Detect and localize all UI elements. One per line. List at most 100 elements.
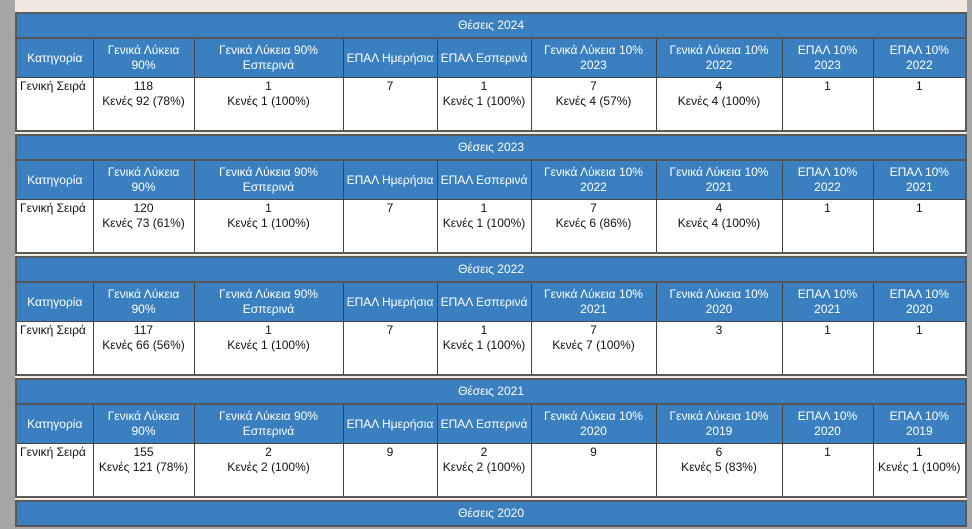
value-cell: 7 Κενές 4 (57%): [530, 77, 657, 132]
vacancies-text: Κενές 2 (100%): [227, 460, 310, 474]
positions-count: 9: [590, 445, 597, 459]
table-title: Θέσεις 2023: [15, 134, 967, 161]
value-cell: 2 Κενές 2 (100%): [436, 443, 532, 498]
vacancies-text: Κενές 1 (100%): [227, 216, 310, 230]
value-cell: 117 Κενές 66 (56%): [92, 321, 195, 376]
positions-table-4: Θέσεις 2020: [15, 500, 968, 527]
positions-count: 6: [715, 445, 723, 459]
vacancies-text: Κενές 1 (100%): [442, 338, 526, 352]
column-header: ΕΠΑΛ 10% 2019: [872, 403, 967, 444]
value-cell: 1: [872, 199, 967, 254]
column-header: ΕΠΑΛ 10% 2021: [872, 159, 967, 200]
column-header: ΕΠΑΛ Εσπερινά: [436, 37, 532, 78]
value-cell: 1 Κενές 1 (100%): [436, 321, 532, 376]
vacancies-text: Κενές 1 (100%): [442, 94, 526, 108]
value-cell: 1 Κενές 1 (100%): [436, 199, 532, 254]
value-cell: 7 Κενές 7 (100%): [530, 321, 657, 376]
table-title: Θέσεις 2021: [15, 378, 967, 405]
value-cell: 1: [781, 199, 874, 254]
table-row: Γενική Σειρά 118 Κενές 92 (78%) 1 Κενές 1 (1…: [15, 77, 967, 132]
column-header: Κατηγορία: [15, 37, 94, 78]
column-header: ΕΠΑΛ Ημερήσια: [342, 403, 438, 444]
positions-count: 1: [480, 79, 488, 93]
vacancies-text: Κενές 121 (78%): [98, 460, 189, 474]
column-header: Γενικά Λύκεια 10% 2020: [530, 403, 657, 444]
column-header: Γενικά Λύκεια 10% 2020: [655, 281, 783, 322]
column-header: ΕΠΑΛ Εσπερινά: [436, 159, 532, 200]
positions-count: 7: [590, 323, 597, 337]
value-cell: 9: [342, 443, 438, 498]
column-header: ΕΠΑΛ Ημερήσια: [342, 37, 438, 78]
table-row: Γενική Σειρά 120 Κενές 73 (61%) 1 Κενές 1 (1…: [15, 199, 967, 254]
vacancies-text: Κενές 7 (100%): [552, 338, 635, 352]
value-cell: 1 Κενές 1 (100%): [872, 443, 967, 498]
positions-count: 7: [386, 79, 394, 93]
positions-count: 118: [133, 79, 154, 93]
vacancies-text: Κενές 6 (86%): [555, 216, 632, 230]
value-cell: 1 Κενές 1 (100%): [193, 199, 344, 254]
column-header: Γενικά Λύκεια 90%: [92, 281, 195, 322]
positions-count: 1: [915, 79, 923, 93]
vacancies-text: Κενές 4 (57%): [555, 94, 632, 108]
vacancies-text: Κενές 1 (100%): [227, 94, 310, 108]
value-cell: 9: [530, 443, 657, 498]
positions-count: 4: [715, 79, 723, 93]
column-header: ΕΠΑΛ 10% 2022: [872, 37, 967, 78]
column-header: Γενικά Λύκεια 90% Εσπερινά: [193, 403, 344, 444]
column-header: ΕΠΑΛ Εσπερινά: [436, 403, 532, 444]
vacancies-text: Κενές 66 (56%): [102, 338, 185, 352]
positions-count: 7: [590, 201, 597, 215]
vacancies-text: Κενές 1 (100%): [227, 338, 310, 352]
table-row: Γενική Σειρά 117 Κενές 66 (56%) 1 Κενές 1 (1…: [15, 321, 967, 376]
value-cell: 7: [342, 77, 438, 132]
vacancies-text: Κενές 1 (100%): [878, 460, 961, 474]
vacancies-text: Κενές 4 (100%): [677, 216, 761, 230]
category-cell: Γενική Σειρά: [15, 199, 94, 254]
positions-table-3: Θέσεις 2021 Κατηγορία Γενικά Λύκεια 90% Γεν…: [15, 378, 968, 498]
table-title: Θέσεις 2024: [15, 12, 967, 39]
column-header: Γενικά Λύκεια 90%: [92, 159, 195, 200]
positions-count: 1: [480, 201, 488, 215]
value-cell: 1: [781, 321, 874, 376]
positions-count: 1: [824, 201, 831, 215]
table-title: Θέσεις 2022: [15, 256, 967, 283]
column-header: ΕΠΑΛ Ημερήσια: [342, 159, 438, 200]
value-cell: 1 Κενές 1 (100%): [193, 321, 344, 376]
value-cell: 1 Κενές 1 (100%): [193, 77, 344, 132]
column-header: Κατηγορία: [15, 159, 94, 200]
column-header: ΕΠΑΛ 10% 2023: [781, 37, 874, 78]
column-header: Γενικά Λύκεια 90%: [92, 403, 195, 444]
table-row: Γενική Σειρά 155 Κενές 121 (78%) 2 Κενές 2 (…: [15, 443, 967, 498]
column-header: Γενικά Λύκεια 10% 2022: [655, 37, 783, 78]
column-header: ΕΠΑΛ Ημερήσια: [342, 281, 438, 322]
positions-count: 2: [480, 445, 488, 459]
column-header: ΕΠΑΛ 10% 2021: [781, 281, 874, 322]
page: Θέσεις 2024 Κατηγορία Γενικά Λύκεια 90% Γεν…: [15, 0, 968, 527]
column-header: Γενικά Λύκεια 90%: [92, 37, 195, 78]
positions-count: 1: [265, 79, 272, 93]
positions-table-2: Θέσεις 2022 Κατηγορία Γενικά Λύκεια 90% Γεν…: [15, 256, 968, 376]
positions-count: 1: [265, 323, 272, 337]
positions-count: 7: [386, 201, 394, 215]
category-cell: Γενική Σειρά: [15, 321, 94, 376]
value-cell: 6 Κενές 5 (83%): [655, 443, 783, 498]
positions-count: 155: [133, 445, 154, 459]
category-cell: Γενική Σειρά: [15, 443, 94, 498]
column-header: ΕΠΑΛ 10% 2020: [872, 281, 967, 322]
value-cell: 7 Κενές 6 (86%): [530, 199, 657, 254]
column-header: Γενικά Λύκεια 10% 2021: [530, 281, 657, 322]
positions-count: 120: [133, 201, 154, 215]
value-cell: 7: [342, 321, 438, 376]
value-cell: 7: [342, 199, 438, 254]
value-cell: 4 Κενές 4 (100%): [655, 77, 783, 132]
positions-count: 1: [824, 445, 831, 459]
positions-count: 1: [265, 201, 272, 215]
positions-count: 7: [590, 79, 597, 93]
value-cell: 1: [781, 443, 874, 498]
value-cell: 118 Κενές 92 (78%): [92, 77, 195, 132]
column-header: ΕΠΑΛ 10% 2022: [781, 159, 874, 200]
value-cell: 4 Κενές 4 (100%): [655, 199, 783, 254]
positions-tables: Θέσεις 2024 Κατηγορία Γενικά Λύκεια 90% Γεν…: [15, 12, 968, 529]
vacancies-text: Κενές 2 (100%): [442, 460, 526, 474]
column-header: Γενικά Λύκεια 90% Εσπερινά: [193, 281, 344, 322]
